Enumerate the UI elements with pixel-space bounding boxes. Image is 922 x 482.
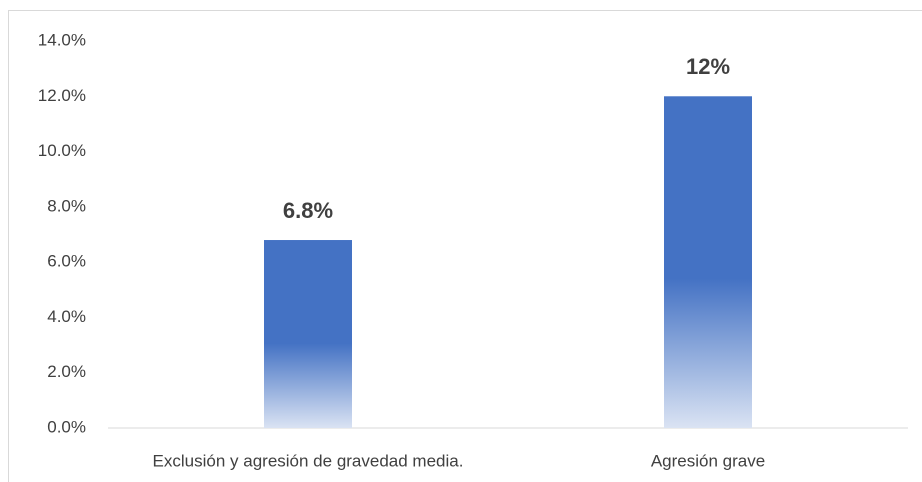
value-label: 12% — [686, 54, 730, 79]
y-tick-label: 6.0% — [47, 252, 86, 271]
bar — [264, 240, 352, 428]
y-tick-label: 4.0% — [47, 307, 86, 326]
y-tick-label: 8.0% — [47, 196, 86, 215]
value-label: 6.8% — [283, 198, 333, 223]
y-tick-label: 2.0% — [47, 362, 86, 381]
x-tick-label: Agresión grave — [651, 451, 765, 470]
y-tick-label: 12.0% — [38, 86, 86, 105]
y-tick-label: 0.0% — [47, 417, 86, 436]
x-tick-label: Exclusión y agresión de gravedad media. — [153, 451, 464, 470]
y-tick-label: 14.0% — [38, 30, 86, 49]
chart-border — [8, 10, 922, 482]
bar — [664, 96, 752, 429]
y-tick-label: 10.0% — [38, 141, 86, 160]
